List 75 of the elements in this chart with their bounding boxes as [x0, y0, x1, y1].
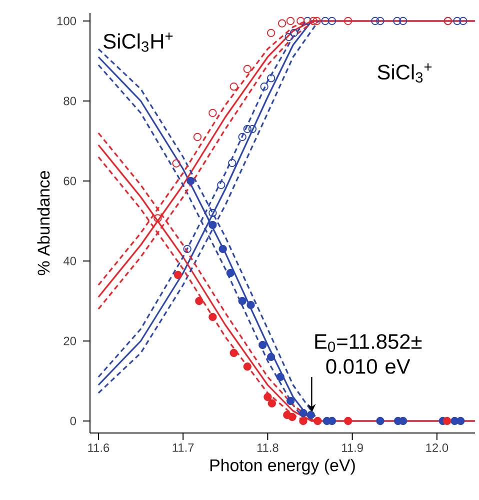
point — [174, 270, 182, 280]
point — [193, 132, 202, 142]
x-tick-label: 11.9 — [342, 444, 363, 452]
point — [303, 16, 312, 26]
x-tick-label: 12.0 — [426, 444, 448, 452]
point — [258, 340, 267, 350]
point — [230, 348, 238, 358]
point — [195, 296, 204, 306]
point — [314, 416, 322, 426]
point — [459, 16, 468, 26]
point — [288, 412, 296, 422]
point — [243, 124, 252, 134]
annotation: SiCl$_{3}$H$^{+}$ — [104, 32, 173, 52]
point — [208, 108, 217, 118]
point — [243, 362, 252, 371]
y-tick-label: 60 — [64, 176, 76, 186]
point — [453, 16, 462, 26]
point — [286, 16, 295, 26]
point — [208, 208, 217, 218]
point — [296, 16, 305, 26]
point — [290, 28, 298, 38]
point — [371, 16, 380, 26]
point — [248, 124, 257, 134]
point — [328, 16, 336, 26]
point — [309, 16, 318, 26]
point — [344, 16, 352, 26]
y-tick-label: 100 — [57, 16, 76, 26]
point — [208, 220, 217, 230]
point — [442, 416, 452, 426]
point — [321, 16, 330, 26]
point — [208, 312, 217, 322]
point — [243, 64, 252, 74]
y-tick-label: 80 — [64, 96, 76, 106]
point — [266, 74, 276, 82]
point — [266, 352, 276, 362]
point — [230, 82, 238, 91]
point — [284, 32, 293, 42]
point — [226, 268, 235, 278]
annotation: E$_{0}$=11.852± 0.010 eV — [315, 334, 422, 374]
y-tick-label: 40 — [63, 256, 76, 266]
point — [376, 416, 384, 426]
point — [172, 159, 180, 168]
annotation: SiCl$_{3}$+ — [378, 63, 432, 83]
point — [186, 176, 195, 186]
point — [264, 392, 272, 402]
y-axis-title: % Abundance — [37, 171, 50, 276]
point — [306, 410, 315, 420]
x-tick-label: 11.6 — [88, 444, 110, 452]
point — [238, 132, 246, 142]
y-tick-label: 0 — [70, 416, 76, 426]
x-axis-title: Photon energy (eV) — [210, 458, 355, 475]
point — [183, 244, 192, 254]
x-tick-label: 11.8 — [257, 444, 278, 452]
point — [398, 16, 408, 26]
point — [393, 16, 402, 26]
point — [312, 16, 321, 26]
point — [344, 416, 352, 426]
point — [228, 158, 236, 168]
point — [278, 19, 286, 28]
point — [218, 244, 227, 254]
point — [299, 416, 308, 426]
point — [456, 416, 465, 426]
x-tick-label: 11.7 — [172, 444, 194, 452]
point — [217, 180, 226, 190]
point — [238, 296, 246, 306]
point — [246, 300, 255, 310]
point — [266, 28, 276, 38]
point — [260, 82, 268, 91]
point — [376, 16, 384, 26]
point — [276, 372, 284, 382]
point — [154, 214, 162, 222]
point — [268, 399, 276, 408]
y-tick-label: 20 — [64, 336, 76, 346]
point — [299, 408, 308, 418]
point — [286, 396, 295, 406]
